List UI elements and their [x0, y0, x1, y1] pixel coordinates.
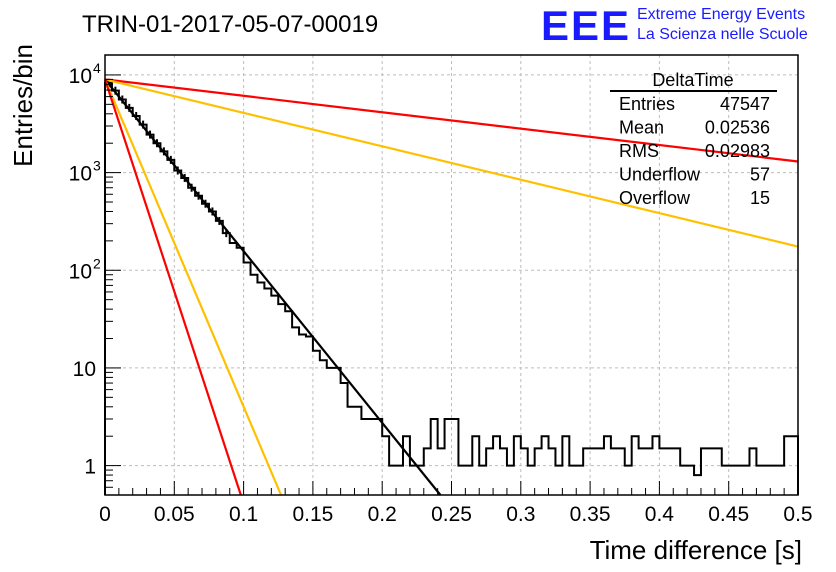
stats-label: Underflow — [619, 165, 701, 185]
stats-value: 15 — [750, 188, 770, 208]
x-tick-label: 0.15 — [292, 503, 333, 526]
x-tick-label: 0.45 — [708, 503, 749, 526]
x-tick-label: 0 — [99, 503, 111, 526]
y-tick-label: 10 — [73, 358, 96, 381]
stats-label: Overflow — [619, 188, 691, 208]
stats-label: Mean — [619, 118, 664, 138]
eee-logo: EEE Extreme Energy Events La Scienza nel… — [541, 2, 808, 49]
stats-box: DeltaTime Entries 47547 Mean 0.02536 RMS 0.02… — [610, 70, 777, 208]
x-tick-label: 0.05 — [154, 503, 195, 526]
x-axis-label: Time difference [s] — [590, 535, 802, 565]
delta-time-histogram: TRIN-01-2017-05-07-00019 EEE Extreme Ene… — [0, 0, 836, 572]
x-tick-label: 0.5 — [783, 503, 812, 526]
x-tick-label: 0.1 — [229, 503, 258, 526]
y-tick-exponent: 4 — [93, 60, 101, 76]
fit-line-5 — [105, 79, 241, 495]
x-tick-label: 0.25 — [431, 503, 472, 526]
x-tick-label: 0.2 — [368, 503, 397, 526]
chart-title: TRIN-01-2017-05-07-00019 — [82, 11, 378, 38]
stats-label: RMS — [619, 141, 659, 161]
stats-value: 0.02983 — [705, 141, 770, 161]
stats-rows: Entries 47547 Mean 0.02536 RMS 0.02983Underfl… — [619, 94, 770, 208]
stats-value: 47547 — [720, 94, 770, 114]
y-tick-label: 1 — [84, 456, 96, 479]
x-tick-labels: 0 0.05 0.1 0.15 0.2 0.25 0.3 0.35 0.4 0.45 0.5 — [99, 503, 812, 526]
y-tick-exponent: 2 — [93, 255, 101, 271]
y-tick-label: 10 — [69, 260, 92, 283]
stats-value: 0.02536 — [705, 118, 770, 138]
fit-line-4 — [105, 79, 281, 495]
logo-line-2: La Scienza nelle Scuole — [637, 26, 808, 43]
fit-line-3 — [105, 79, 440, 495]
y-tick-label: 10 — [69, 65, 92, 88]
y-tick-exponent: 3 — [93, 158, 101, 174]
x-tick-label: 0.3 — [506, 503, 535, 526]
x-tick-label: 0.35 — [570, 503, 611, 526]
stats-title: DeltaTime — [652, 70, 733, 90]
x-tick-label: 0.4 — [645, 503, 675, 526]
y-tick-label: 10 — [69, 163, 92, 186]
eee-logo-text: EEE — [541, 2, 631, 49]
logo-line-1: Extreme Energy Events — [637, 6, 805, 23]
stats-value: 57 — [750, 165, 770, 185]
y-axis-label: Entries/bin — [8, 44, 38, 167]
stats-label: Entries — [619, 94, 675, 114]
